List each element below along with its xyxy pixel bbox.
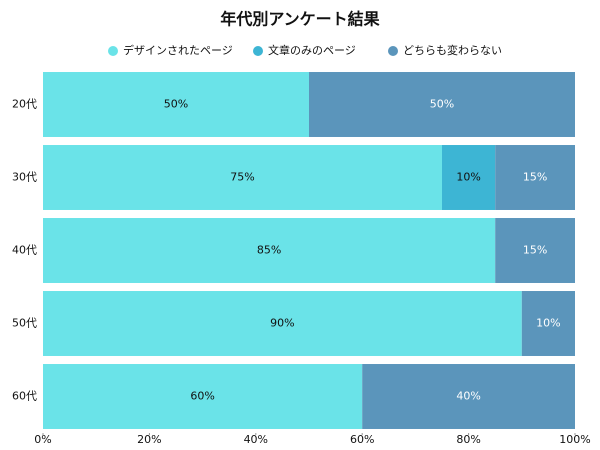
data-label: 85% xyxy=(257,244,281,257)
y-tick-label: 30代 xyxy=(12,171,37,184)
bar-segment xyxy=(495,218,575,283)
data-label: 50% xyxy=(430,98,454,111)
x-tick-label: 100% xyxy=(559,433,590,446)
bar-segment xyxy=(495,145,575,210)
x-tick-label: 80% xyxy=(456,433,480,446)
x-tick-label: 0% xyxy=(34,433,51,446)
data-label: 40% xyxy=(456,390,480,403)
bar-segment xyxy=(442,145,496,210)
data-label: 15% xyxy=(523,171,547,184)
data-label: 50% xyxy=(164,98,188,111)
bar-segment xyxy=(43,218,496,283)
legend-marker xyxy=(253,46,263,56)
bar-segment xyxy=(43,72,309,137)
x-tick-label: 60% xyxy=(350,433,374,446)
y-tick-label: 40代 xyxy=(12,244,37,257)
legend-marker xyxy=(108,46,118,56)
data-label: 10% xyxy=(536,317,560,330)
legend-label: どちらも変わらない xyxy=(403,43,502,57)
y-tick-label: 60代 xyxy=(12,390,37,403)
chart-title: 年代別アンケート結果 xyxy=(220,10,379,29)
bar-segment xyxy=(362,364,575,429)
bar-segment xyxy=(43,291,522,356)
x-tick-label: 40% xyxy=(244,433,268,446)
data-label: 60% xyxy=(190,390,214,403)
data-label: 15% xyxy=(523,244,547,257)
bar-segment xyxy=(43,145,442,210)
legend-marker xyxy=(388,46,398,56)
bar-segment xyxy=(309,72,575,137)
y-tick-label: 50代 xyxy=(12,317,37,330)
x-tick-label: 20% xyxy=(137,433,161,446)
legend-label: デザインされたページ xyxy=(123,43,233,57)
legend-label: 文章のみのページ xyxy=(268,43,356,57)
data-label: 90% xyxy=(270,317,294,330)
bar-segment xyxy=(43,364,363,429)
data-label: 10% xyxy=(456,171,480,184)
bar-segment xyxy=(521,291,575,356)
y-tick-label: 20代 xyxy=(12,98,37,111)
data-label: 75% xyxy=(230,171,254,184)
